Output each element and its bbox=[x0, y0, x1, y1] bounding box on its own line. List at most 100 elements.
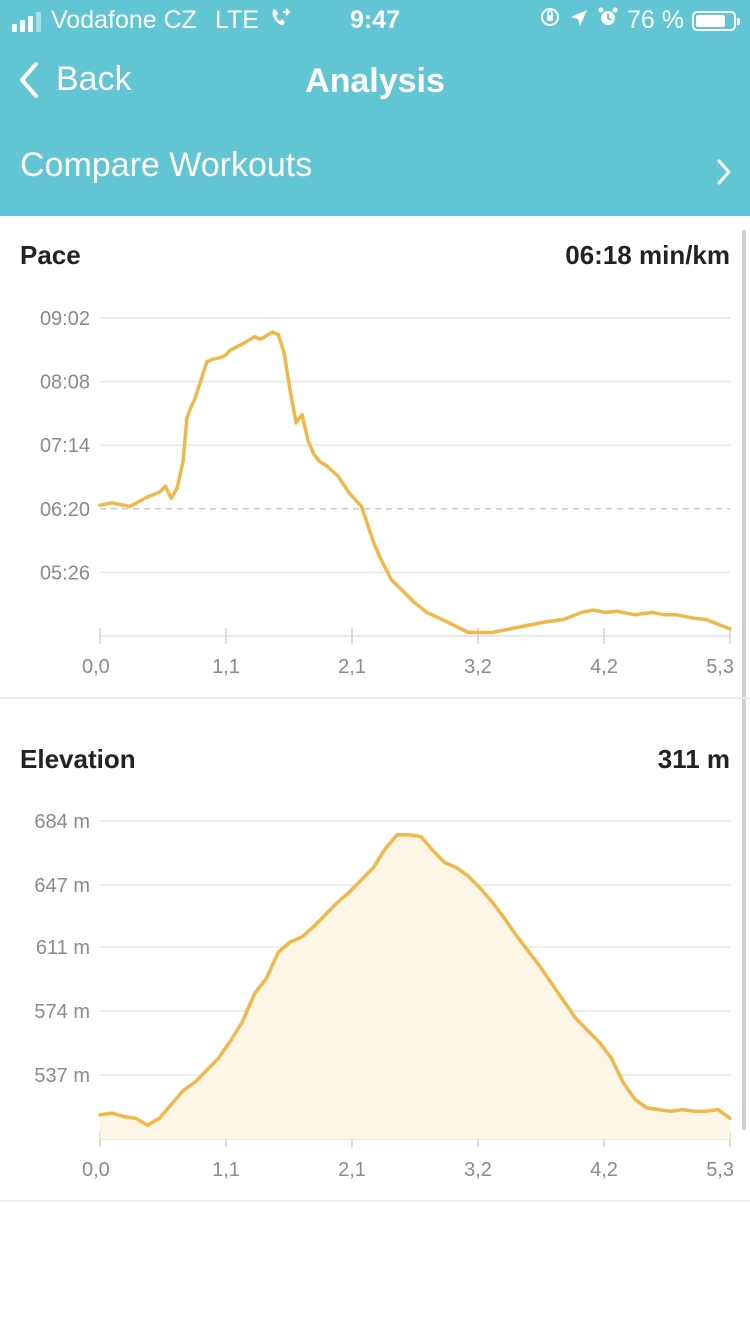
data-point bbox=[675, 614, 678, 616]
data-point bbox=[319, 460, 321, 463]
data-point bbox=[325, 464, 327, 466]
data-point bbox=[729, 628, 731, 630]
data-point bbox=[111, 1112, 113, 1114]
data-point bbox=[717, 623, 719, 625]
compare-workouts-row[interactable]: Compare Workouts bbox=[0, 136, 750, 200]
data-point bbox=[396, 834, 399, 836]
pace-value: 06:18 min/km bbox=[565, 240, 730, 270]
data-point bbox=[289, 941, 292, 943]
data-point bbox=[717, 1108, 719, 1111]
data-point bbox=[230, 349, 232, 351]
data-point bbox=[325, 913, 327, 916]
data-point bbox=[99, 504, 101, 507]
section-divider bbox=[0, 1200, 750, 1202]
data-point bbox=[301, 413, 303, 416]
data-point bbox=[402, 590, 404, 592]
data-point bbox=[634, 1098, 636, 1101]
data-point bbox=[414, 602, 416, 604]
data-point bbox=[491, 901, 494, 903]
data-point bbox=[515, 934, 517, 936]
x-tick-label: 5,3 bbox=[706, 656, 734, 678]
data-point bbox=[230, 1039, 232, 1042]
elevation-chart: 684 m 647 m 611 m 574 m 537 m 0,0 1,1 2,1 3,2 4,2… bbox=[34, 811, 734, 1181]
data-point bbox=[224, 354, 226, 357]
data-point bbox=[158, 1117, 161, 1120]
data-point bbox=[693, 1110, 696, 1113]
data-point bbox=[336, 475, 339, 477]
data-point bbox=[176, 486, 179, 489]
data-point bbox=[705, 1110, 707, 1113]
network-type: LTE bbox=[214, 6, 259, 34]
status-right: 76 % bbox=[539, 6, 740, 35]
data-point bbox=[467, 875, 470, 878]
data-point bbox=[111, 502, 113, 504]
app-header: Vodafone CZ LTE 9:47 76 % Back Analy bbox=[0, 0, 750, 216]
y-tick-label: 05:26 bbox=[40, 562, 90, 584]
data-point bbox=[598, 1041, 600, 1043]
navigation-bar: Back Analysis bbox=[0, 52, 750, 116]
status-bar: Vodafone CZ LTE 9:47 76 % bbox=[0, 0, 750, 40]
y-tick-label: 611 m bbox=[36, 937, 90, 959]
data-point bbox=[729, 1117, 731, 1120]
x-tick-label: 4,2 bbox=[590, 656, 618, 678]
y-tick-label: 08:08 bbox=[40, 372, 90, 394]
x-tick-label: 2,1 bbox=[338, 656, 366, 678]
data-point bbox=[128, 505, 131, 508]
data-point bbox=[539, 965, 541, 967]
data-point bbox=[378, 555, 381, 557]
section-divider bbox=[0, 697, 750, 699]
data-point bbox=[218, 1057, 220, 1059]
data-point bbox=[307, 439, 309, 442]
data-point bbox=[634, 614, 636, 616]
data-point bbox=[574, 1017, 577, 1019]
location-arrow-icon bbox=[569, 6, 589, 35]
back-button-label: Back bbox=[56, 60, 132, 98]
battery-icon bbox=[692, 10, 740, 31]
data-point bbox=[194, 1081, 196, 1083]
data-point bbox=[580, 611, 583, 614]
data-point bbox=[301, 936, 303, 938]
data-point bbox=[443, 861, 446, 864]
data-point bbox=[467, 631, 470, 634]
page-title: Analysis bbox=[305, 62, 445, 100]
x-tick-label: 1,1 bbox=[212, 656, 240, 678]
call-forwarding-icon bbox=[269, 6, 291, 35]
data-point bbox=[348, 891, 351, 893]
data-point bbox=[259, 338, 262, 340]
data-point bbox=[360, 879, 363, 881]
data-point bbox=[426, 611, 428, 614]
data-point bbox=[146, 496, 149, 498]
data-point bbox=[313, 925, 315, 928]
scroll-indicator[interactable] bbox=[742, 230, 746, 1130]
data-point bbox=[527, 624, 529, 627]
data-point bbox=[586, 1029, 589, 1031]
x-tick-label: 0,0 bbox=[82, 1159, 110, 1181]
data-point bbox=[455, 866, 458, 869]
chevron-left-icon bbox=[20, 61, 38, 98]
data-point bbox=[550, 982, 553, 985]
orientation-lock-icon bbox=[539, 6, 561, 35]
data-point bbox=[384, 847, 387, 850]
y-tick-label: 09:02 bbox=[40, 308, 90, 330]
y-tick-label: 684 m bbox=[34, 811, 90, 833]
data-point bbox=[562, 618, 565, 621]
data-point bbox=[443, 619, 446, 622]
data-point bbox=[545, 621, 547, 623]
data-point bbox=[651, 611, 654, 614]
chevron-right-icon bbox=[717, 159, 731, 185]
data-point bbox=[372, 866, 375, 869]
data-point bbox=[277, 951, 280, 954]
data-point bbox=[432, 849, 434, 852]
alarm-clock-icon bbox=[597, 6, 619, 35]
x-tick-label: 0,0 bbox=[82, 656, 110, 678]
series-area bbox=[100, 834, 730, 1139]
x-tick-label: 5,3 bbox=[706, 1159, 734, 1181]
data-point bbox=[206, 360, 208, 363]
data-point bbox=[170, 497, 173, 500]
data-point bbox=[295, 422, 297, 424]
data-point bbox=[123, 1115, 125, 1118]
back-button[interactable]: Back bbox=[18, 60, 132, 99]
data-point bbox=[218, 357, 220, 359]
data-point bbox=[372, 541, 375, 543]
data-point bbox=[164, 485, 167, 488]
